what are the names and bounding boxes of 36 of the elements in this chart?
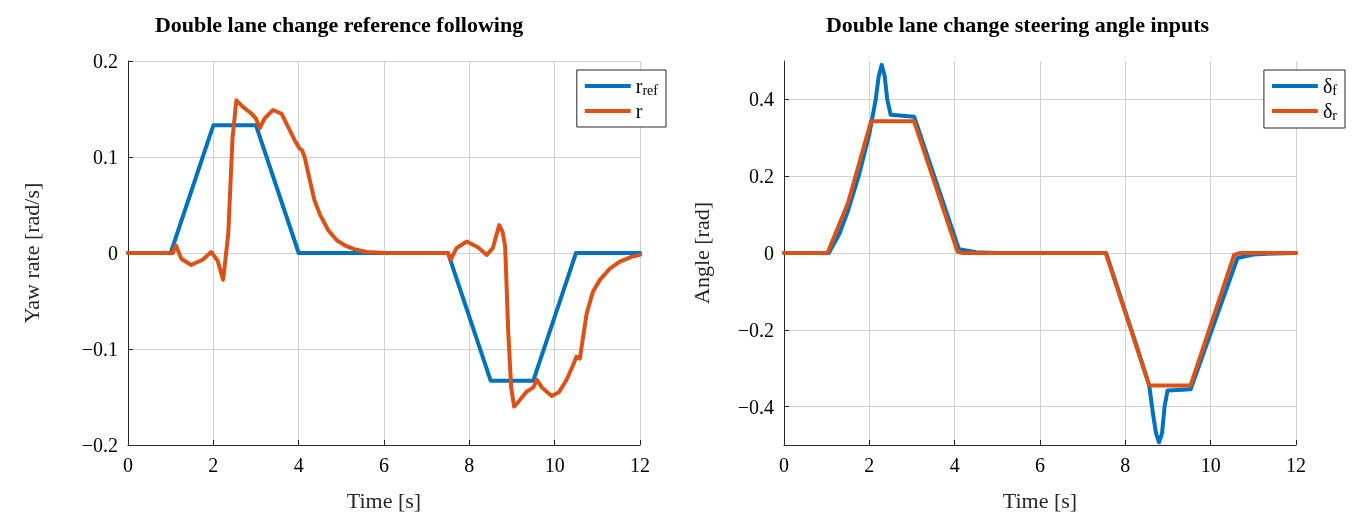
y-tick-label: −0.1	[81, 338, 118, 360]
x-tick-label: 0	[123, 454, 133, 476]
x-tick-label: 6	[1035, 454, 1045, 476]
legend-label: δf	[1322, 75, 1338, 98]
line-series	[782, 119, 1298, 388]
x-tick-label: 10	[544, 454, 565, 476]
x-tick-label: 12	[1286, 454, 1306, 476]
x-tick-label: 6	[379, 454, 389, 476]
x-tick-label: 4	[949, 454, 960, 476]
y-tick-label: 0.2	[749, 165, 774, 188]
x-tick-label: 12	[630, 454, 650, 476]
legend-label: rref	[635, 75, 659, 98]
y-tick-label: 0.4	[749, 88, 774, 111]
chart-title: Double lane change steering angle inputs	[825, 11, 1210, 37]
x-tick-label: 8	[464, 454, 475, 476]
y-axis-title: Yaw rate [rad/s]	[18, 182, 44, 324]
x-tick-label: 2	[864, 454, 875, 476]
x-tick-label: 10	[1200, 454, 1221, 476]
x-axis-title: Time [s]	[1002, 487, 1078, 513]
y-tick-label: 0	[108, 242, 118, 264]
chart-title: Double lane change reference following	[154, 11, 524, 37]
y-axis-title: Angle [rad]	[688, 201, 714, 305]
y-tick-label: −0.2	[737, 318, 774, 341]
y-tick-label: −0.4	[737, 395, 774, 418]
legend-label: r	[635, 100, 643, 122]
y-tick-label: 0	[764, 242, 774, 264]
x-tick-label: 0	[779, 454, 789, 476]
x-tick-label: 2	[208, 454, 219, 476]
x-tick-label: 8	[1120, 454, 1131, 476]
y-tick-label: −0.2	[81, 434, 118, 456]
legend-label: δr	[1322, 100, 1338, 123]
y-tick-label: 0.2	[93, 50, 118, 72]
line-series	[126, 98, 642, 409]
x-tick-label: 4	[293, 454, 304, 476]
y-tick-label: 0.1	[93, 146, 118, 168]
x-axis-title: Time [s]	[346, 487, 422, 513]
